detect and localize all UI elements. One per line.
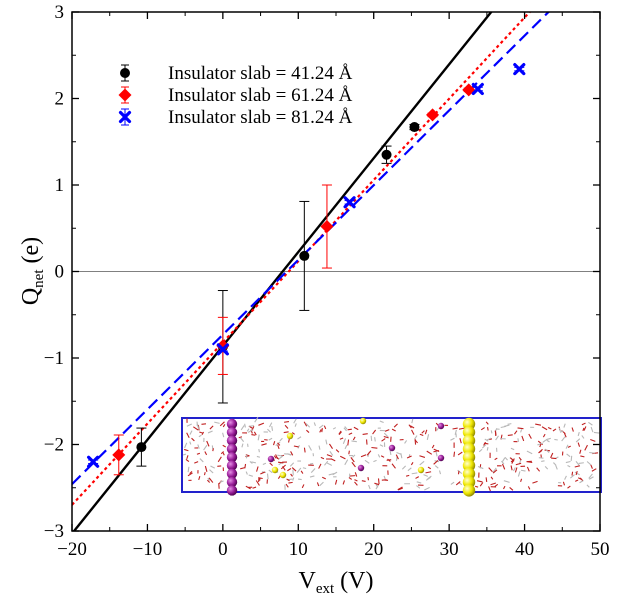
electrode-atom-left	[226, 485, 238, 496]
data-point-series-2	[112, 448, 126, 462]
y-tick-label: 2	[55, 89, 65, 110]
legend-label-2: Insulator slab = 61.24 Å	[168, 85, 353, 106]
data-point-series-2	[320, 220, 334, 234]
y-tick-label: −1	[44, 348, 64, 369]
electrode-atom-left	[226, 435, 238, 446]
data-point-series-3	[343, 196, 356, 209]
y-tick-label: 1	[55, 175, 65, 196]
x-tick-label: 0	[218, 539, 228, 560]
ion	[359, 417, 367, 425]
ion	[437, 454, 445, 462]
fit-line-1	[72, 12, 493, 531]
electrode-atom-left	[226, 460, 238, 471]
y-tick-label: 0	[55, 262, 65, 283]
data-point-series-3	[513, 62, 526, 76]
electrode-atom-left	[226, 443, 238, 455]
legend-marker-1	[120, 68, 130, 78]
x-tick-label: −20	[57, 539, 87, 560]
x-axis-label: Vext (V)	[299, 568, 374, 597]
data-point-series-3	[471, 82, 484, 96]
data-point-series-3	[87, 455, 100, 468]
ion	[357, 464, 365, 472]
x-tick-label: 10	[289, 539, 308, 560]
electrode-atom-left	[226, 418, 238, 430]
data-point-series-2	[216, 339, 230, 353]
y-tick-label: 3	[55, 2, 65, 23]
legend-label-3: Insulator slab = 81.24 Å	[168, 107, 353, 128]
ion	[437, 422, 445, 430]
electrode-atom-left	[226, 468, 238, 479]
electrode-atom-left	[226, 427, 238, 438]
data-point-series-1	[136, 442, 147, 453]
ion	[417, 466, 425, 474]
electrode-atom-left	[226, 476, 238, 488]
y-axis-label: Qnet (e)	[18, 237, 47, 305]
data-point-series-2	[426, 108, 440, 122]
legend-label-1: Insulator slab = 41.24 Å	[168, 63, 353, 84]
data-point-series-3	[216, 343, 229, 356]
data-point-series-1	[409, 122, 420, 133]
inset-electrodes	[226, 417, 476, 497]
x-tick-label: −10	[133, 539, 163, 560]
fit-line-3	[72, 12, 551, 485]
inset-snapshot	[181, 416, 602, 497]
x-tick-label: 20	[364, 539, 383, 560]
ion	[279, 471, 287, 479]
y-tick-label: −2	[44, 435, 64, 456]
x-tick-label: 30	[440, 539, 459, 560]
x-tick-label: 50	[591, 539, 610, 560]
ion	[388, 444, 396, 452]
ion	[267, 455, 275, 463]
legend-marker-3	[118, 110, 132, 124]
legend-marker-2	[118, 88, 132, 102]
x-tick-label: 40	[515, 539, 534, 560]
data-points	[87, 62, 526, 468]
fit-lines	[72, 12, 551, 531]
electrode-atom-right	[462, 484, 476, 497]
data-point-series-1	[299, 250, 310, 261]
ion	[286, 432, 294, 440]
electrode-atom-left	[226, 452, 238, 463]
y-tick-label: −3	[44, 521, 64, 542]
water-molecules	[183, 416, 600, 492]
inset-frame	[181, 417, 602, 493]
data-point-series-1	[381, 149, 392, 160]
ion	[271, 466, 279, 474]
